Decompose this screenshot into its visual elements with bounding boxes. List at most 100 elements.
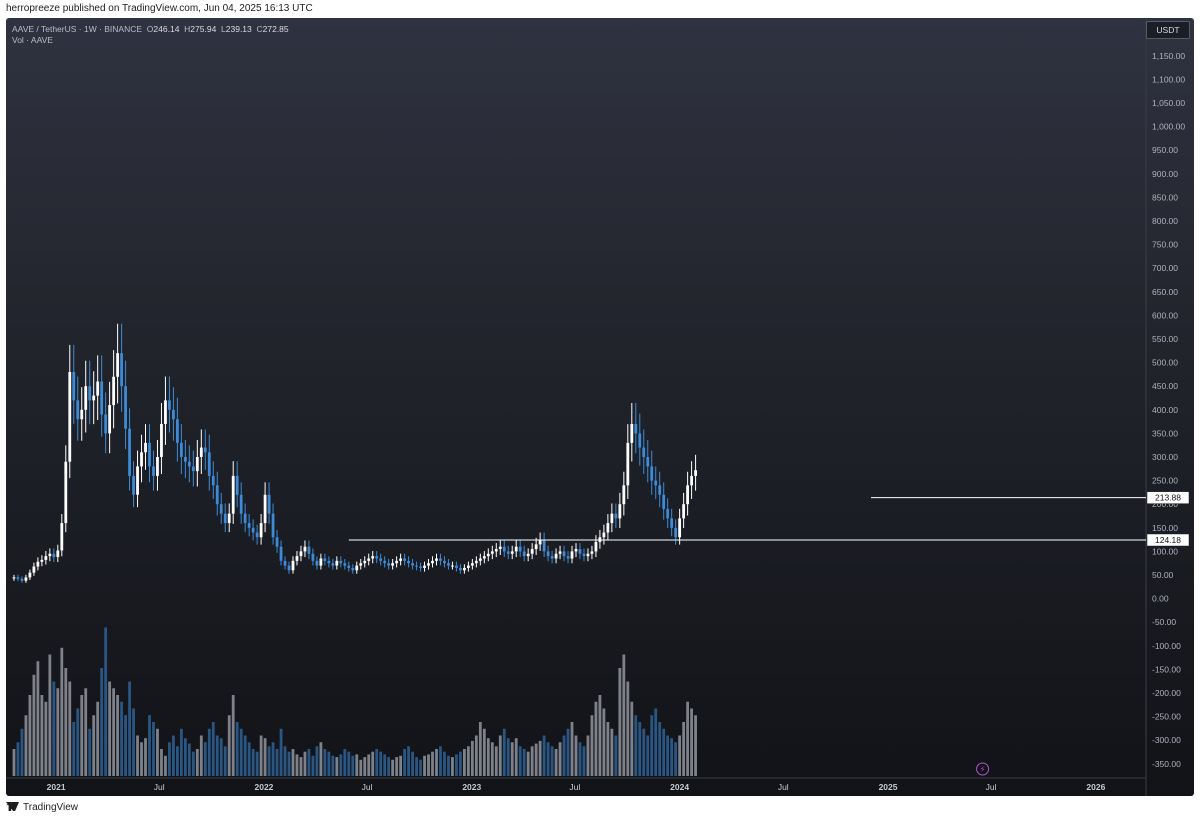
chart-panel[interactable]: 1,200.001,150.001,100.001,050.001,000.00… bbox=[6, 18, 1194, 796]
candle-body bbox=[538, 539, 542, 545]
candle-body bbox=[486, 553, 490, 557]
price-chart[interactable]: 1,200.001,150.001,100.001,050.001,000.00… bbox=[6, 18, 1194, 796]
candle-body bbox=[686, 485, 690, 505]
candle-body bbox=[128, 428, 131, 476]
volume-bar bbox=[175, 746, 179, 776]
volume-bar bbox=[124, 715, 127, 776]
volume-bar bbox=[638, 722, 642, 776]
candle-body bbox=[175, 419, 179, 443]
y-tick-label: 550.00 bbox=[1152, 334, 1178, 344]
candle-body bbox=[219, 504, 223, 514]
candle-body bbox=[622, 485, 626, 505]
candle-body bbox=[455, 565, 458, 568]
volume-bar bbox=[486, 738, 490, 776]
volume-bar bbox=[24, 715, 28, 776]
y-tick-label: -200.00 bbox=[1152, 688, 1181, 698]
y-tick-label: 1,100.00 bbox=[1152, 74, 1185, 84]
volume-bar bbox=[411, 751, 414, 776]
y-tick-label: 0.00 bbox=[1152, 594, 1169, 604]
volume-bar bbox=[478, 722, 482, 776]
candle-body bbox=[419, 566, 422, 568]
y-tick-label: -150.00 bbox=[1152, 664, 1181, 674]
volume-bar bbox=[566, 728, 570, 776]
volume-bar bbox=[375, 749, 379, 776]
volume-bar bbox=[243, 735, 247, 776]
currency-unit-button[interactable]: USDT bbox=[1146, 21, 1190, 39]
volume-bar bbox=[259, 735, 263, 776]
candle-body bbox=[20, 578, 24, 581]
level-price-label: 213.88 bbox=[1155, 493, 1181, 503]
y-tick-label: 500.00 bbox=[1152, 358, 1178, 368]
volume-bar bbox=[694, 715, 697, 776]
volume-bar bbox=[498, 735, 502, 776]
volume-bar bbox=[514, 738, 518, 776]
candle-body bbox=[327, 560, 331, 564]
volume-bar bbox=[36, 661, 40, 776]
volume-bar bbox=[359, 759, 363, 776]
candle-body bbox=[263, 494, 267, 524]
y-tick-label: -300.00 bbox=[1152, 735, 1181, 745]
candle-body bbox=[307, 546, 311, 554]
candle-body bbox=[279, 546, 283, 561]
volume-bar bbox=[582, 746, 586, 776]
candle-body bbox=[470, 563, 474, 566]
y-tick-label: 1,150.00 bbox=[1152, 51, 1185, 61]
candle-body bbox=[594, 541, 598, 552]
y-tick-label: 1,000.00 bbox=[1152, 122, 1185, 132]
candle-body bbox=[562, 551, 566, 557]
volume-bar bbox=[554, 749, 558, 776]
volume-bar bbox=[168, 742, 171, 776]
candle-body bbox=[84, 386, 88, 410]
candle-body bbox=[474, 560, 478, 564]
candle-body bbox=[148, 442, 151, 467]
candle-body bbox=[299, 551, 303, 557]
candle-body bbox=[108, 405, 112, 434]
volume-bar bbox=[80, 695, 84, 776]
high-value: 275.94 bbox=[190, 24, 217, 34]
volume-bar bbox=[662, 728, 666, 776]
candle-body bbox=[451, 565, 454, 567]
volume-bar bbox=[459, 751, 462, 776]
symbol-label[interactable]: AAVE / TetherUS · 1W · BINANCE bbox=[12, 24, 143, 34]
volume-legend[interactable]: Vol · AAVE bbox=[12, 35, 53, 45]
y-tick-label: 450.00 bbox=[1152, 381, 1178, 391]
volume-bar bbox=[56, 688, 60, 776]
candle-body bbox=[694, 470, 697, 476]
volume-bar bbox=[650, 715, 654, 776]
candle-body bbox=[243, 513, 247, 524]
volume-bar bbox=[654, 708, 658, 776]
volume-bar bbox=[267, 746, 271, 776]
candle-body bbox=[267, 494, 271, 514]
volume-bar bbox=[670, 738, 674, 776]
volume-bar bbox=[239, 728, 243, 776]
volume-bar bbox=[215, 735, 219, 776]
volume-bar bbox=[319, 742, 323, 776]
volume-bar bbox=[12, 749, 16, 776]
candle-body bbox=[271, 513, 275, 538]
candle-body bbox=[251, 527, 255, 533]
candle-body bbox=[359, 563, 363, 566]
symbol-legend: AAVE / TetherUS · 1W · BINANCE O246.14 H… bbox=[12, 24, 289, 46]
candle-body bbox=[522, 551, 526, 557]
candle-body bbox=[662, 494, 666, 509]
volume-bar bbox=[538, 740, 542, 776]
volume-bar bbox=[128, 681, 131, 776]
close-value: 272.85 bbox=[262, 24, 289, 34]
event-lightning-icon bbox=[976, 762, 990, 776]
volume-bar bbox=[387, 757, 391, 776]
volume-bar bbox=[678, 735, 682, 776]
volume-bar bbox=[474, 735, 478, 776]
candle-body bbox=[235, 475, 239, 495]
candle-body bbox=[586, 553, 590, 557]
y-tick-label: -100.00 bbox=[1152, 641, 1181, 651]
volume-bar bbox=[423, 755, 426, 776]
volume-bar bbox=[331, 755, 335, 776]
tradingview-logo-icon bbox=[6, 802, 19, 811]
volume-bar bbox=[323, 749, 327, 776]
candle-body bbox=[578, 549, 582, 554]
candle-body bbox=[387, 563, 391, 566]
candle-body bbox=[630, 423, 634, 443]
x-tick-label: 2022 bbox=[254, 782, 273, 792]
volume-bar bbox=[219, 738, 223, 776]
candle-body bbox=[658, 485, 662, 495]
